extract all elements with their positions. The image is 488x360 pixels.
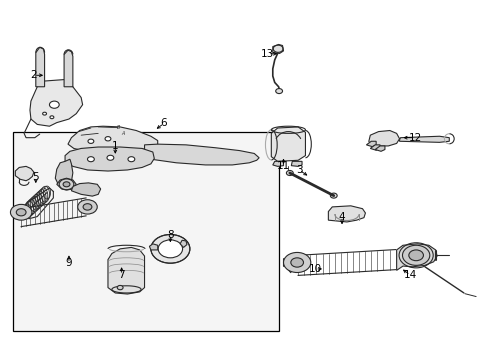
Circle shape xyxy=(408,250,423,261)
Polygon shape xyxy=(15,166,34,181)
Circle shape xyxy=(16,209,26,216)
Bar xyxy=(13,132,278,330)
Text: 8: 8 xyxy=(167,230,173,239)
Text: 11: 11 xyxy=(276,161,289,171)
Circle shape xyxy=(88,139,94,143)
Circle shape xyxy=(59,179,74,190)
Polygon shape xyxy=(291,161,302,166)
Circle shape xyxy=(286,171,293,176)
Circle shape xyxy=(402,245,429,265)
Text: 14: 14 xyxy=(403,270,416,280)
Circle shape xyxy=(158,240,182,258)
Text: 9: 9 xyxy=(65,258,72,268)
Circle shape xyxy=(50,116,54,119)
Circle shape xyxy=(151,234,189,263)
Circle shape xyxy=(107,155,114,160)
Polygon shape xyxy=(68,126,158,152)
Polygon shape xyxy=(149,244,158,250)
Polygon shape xyxy=(399,136,448,142)
Polygon shape xyxy=(65,147,154,171)
Text: 2: 2 xyxy=(30,70,37,80)
Circle shape xyxy=(283,252,310,273)
Text: 6: 6 xyxy=(161,118,167,128)
Polygon shape xyxy=(328,206,365,222)
Text: 10: 10 xyxy=(308,264,321,274)
Polygon shape xyxy=(108,247,144,294)
Text: 3: 3 xyxy=(295,165,302,175)
Text: 7: 7 xyxy=(118,270,124,280)
Circle shape xyxy=(87,157,94,162)
Polygon shape xyxy=(366,141,375,147)
Polygon shape xyxy=(55,159,73,187)
Circle shape xyxy=(128,157,135,162)
Polygon shape xyxy=(71,183,101,196)
Text: A: A xyxy=(122,131,125,136)
Circle shape xyxy=(83,204,92,210)
Text: 1: 1 xyxy=(112,141,119,151)
Text: 12: 12 xyxy=(407,133,421,143)
Polygon shape xyxy=(180,240,186,247)
Circle shape xyxy=(290,258,303,267)
Text: 13: 13 xyxy=(261,49,274,59)
Circle shape xyxy=(10,204,32,220)
Polygon shape xyxy=(57,178,76,190)
Circle shape xyxy=(78,200,97,214)
Polygon shape xyxy=(368,131,399,146)
Circle shape xyxy=(49,101,59,108)
Polygon shape xyxy=(144,144,259,165)
Polygon shape xyxy=(369,145,379,150)
Polygon shape xyxy=(396,244,436,270)
Circle shape xyxy=(105,136,111,141)
Text: 5: 5 xyxy=(32,172,39,182)
Polygon shape xyxy=(271,127,305,161)
Polygon shape xyxy=(272,161,283,166)
Polygon shape xyxy=(30,80,82,126)
Circle shape xyxy=(275,89,282,94)
Circle shape xyxy=(63,182,70,187)
Polygon shape xyxy=(36,47,44,87)
Text: B: B xyxy=(117,125,120,130)
Text: 4: 4 xyxy=(338,212,345,221)
Circle shape xyxy=(42,112,46,115)
Polygon shape xyxy=(374,146,384,151)
Polygon shape xyxy=(64,50,73,87)
Circle shape xyxy=(117,285,123,290)
Polygon shape xyxy=(272,44,283,53)
Circle shape xyxy=(330,193,337,198)
